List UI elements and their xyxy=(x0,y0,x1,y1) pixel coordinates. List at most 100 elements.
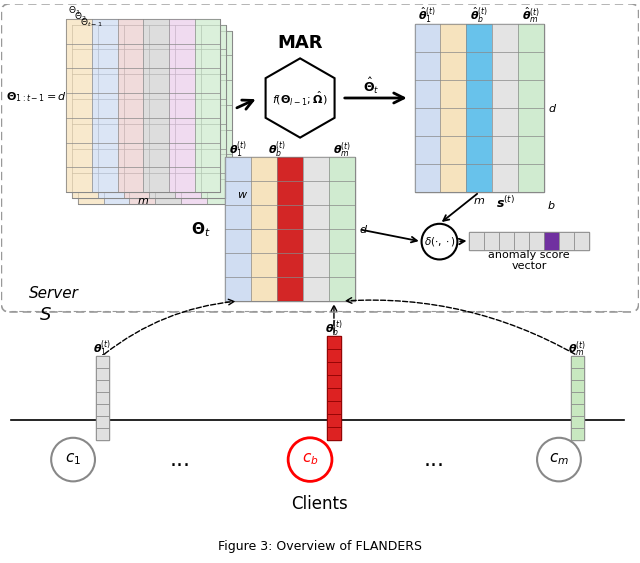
Text: $\boldsymbol{s}^{(t)}$: $\boldsymbol{s}^{(t)}$ xyxy=(495,195,515,211)
FancyBboxPatch shape xyxy=(1,4,639,312)
Bar xyxy=(440,24,467,192)
Bar xyxy=(129,30,156,204)
Bar xyxy=(143,19,169,192)
Bar xyxy=(559,232,574,249)
Bar xyxy=(571,379,584,392)
Text: $f(\mathbf{\Theta}_{l-1};\hat{\mathbf{\Omega}})$: $f(\mathbf{\Theta}_{l-1};\hat{\mathbf{\O… xyxy=(272,89,328,107)
Bar xyxy=(571,356,584,440)
Bar xyxy=(327,362,341,375)
Bar xyxy=(571,356,584,368)
Text: anomaly score
vector: anomaly score vector xyxy=(488,249,570,271)
Bar xyxy=(96,356,109,368)
Bar xyxy=(529,232,544,249)
Bar xyxy=(514,232,529,249)
Text: $\delta(\cdot,\cdot)$: $\delta(\cdot,\cdot)$ xyxy=(424,235,455,248)
Bar xyxy=(327,388,341,401)
Text: $\hat{\boldsymbol{\theta}}_1^{(t)}$: $\hat{\boldsymbol{\theta}}_1^{(t)}$ xyxy=(419,5,436,25)
Text: ...: ... xyxy=(170,450,191,470)
Bar xyxy=(303,158,329,301)
Bar xyxy=(78,30,232,204)
Text: $\boldsymbol{\theta}_m^{(t)}$: $\boldsymbol{\theta}_m^{(t)}$ xyxy=(568,339,586,359)
Bar xyxy=(207,30,232,204)
Text: $\mathbf{\Theta}_{1:t-1} = d$: $\mathbf{\Theta}_{1:t-1} = d$ xyxy=(6,90,67,104)
Bar xyxy=(484,232,499,249)
Text: $\boldsymbol{\theta}_m^{(t)}$: $\boldsymbol{\theta}_m^{(t)}$ xyxy=(333,140,351,160)
Bar xyxy=(277,158,303,301)
Bar xyxy=(225,158,252,301)
Bar xyxy=(415,24,440,192)
Text: Server: Server xyxy=(29,286,79,301)
Bar xyxy=(118,19,143,192)
Bar xyxy=(96,415,109,428)
Bar xyxy=(78,30,104,204)
Text: $m$: $m$ xyxy=(137,196,149,206)
Text: $\Theta_{t-1}$: $\Theta_{t-1}$ xyxy=(80,16,103,29)
Bar xyxy=(469,232,484,249)
Text: $d$: $d$ xyxy=(359,224,368,235)
Text: MAR: MAR xyxy=(277,34,323,52)
Text: $d$: $d$ xyxy=(548,102,557,114)
Bar xyxy=(181,30,207,204)
Bar xyxy=(72,25,227,198)
Bar xyxy=(96,404,109,415)
Bar xyxy=(92,19,118,192)
Circle shape xyxy=(51,438,95,481)
Text: $\boldsymbol{\theta}_b^{(t)}$: $\boldsymbol{\theta}_b^{(t)}$ xyxy=(268,139,286,160)
Bar xyxy=(469,232,589,249)
Text: $\boldsymbol{\theta}_1^{(t)}$: $\boldsymbol{\theta}_1^{(t)}$ xyxy=(93,338,111,359)
Text: $w$: $w$ xyxy=(237,190,248,200)
Bar xyxy=(544,232,559,249)
Circle shape xyxy=(288,438,332,481)
Bar xyxy=(175,25,201,198)
Text: $c_b$: $c_b$ xyxy=(301,452,318,467)
Bar xyxy=(499,232,514,249)
Circle shape xyxy=(537,438,581,481)
Bar xyxy=(96,379,109,392)
Bar xyxy=(467,24,492,192)
Bar xyxy=(66,19,92,192)
Bar xyxy=(574,232,589,249)
Bar xyxy=(96,428,109,440)
Text: $S$: $S$ xyxy=(39,306,52,324)
Text: $b$: $b$ xyxy=(547,199,556,211)
Bar xyxy=(571,428,584,440)
Text: $\boldsymbol{\theta}_b^{(t)}$: $\boldsymbol{\theta}_b^{(t)}$ xyxy=(325,319,343,339)
Bar xyxy=(225,158,355,301)
Text: $\hat{\mathbf{\Theta}}_t$: $\hat{\mathbf{\Theta}}_t$ xyxy=(362,76,379,96)
Text: $\boldsymbol{\theta}_1^{(t)}$: $\boldsymbol{\theta}_1^{(t)}$ xyxy=(229,139,248,160)
Bar xyxy=(252,158,277,301)
Text: $m$: $m$ xyxy=(473,196,485,206)
Bar xyxy=(156,30,181,204)
Text: Figure 3: Overview of FLANDERS: Figure 3: Overview of FLANDERS xyxy=(218,540,422,553)
Bar xyxy=(415,24,544,192)
Bar xyxy=(327,375,341,388)
Bar xyxy=(327,336,341,348)
Bar xyxy=(327,348,341,362)
Bar xyxy=(492,24,518,192)
Bar xyxy=(327,427,341,440)
Text: $\Theta_2$: $\Theta_2$ xyxy=(74,10,86,23)
Text: ...: ... xyxy=(424,450,445,470)
Bar xyxy=(169,19,195,192)
Bar xyxy=(571,415,584,428)
Text: Clients: Clients xyxy=(292,495,348,513)
Bar xyxy=(571,368,584,379)
Bar xyxy=(66,19,220,192)
Bar xyxy=(327,401,341,414)
Bar xyxy=(72,25,98,198)
Bar xyxy=(327,336,341,440)
Text: $c_m$: $c_m$ xyxy=(549,452,569,467)
Bar xyxy=(327,414,341,427)
Bar xyxy=(124,25,149,198)
Bar xyxy=(104,30,129,204)
Text: $\hat{\boldsymbol{\theta}}_b^{(t)}$: $\hat{\boldsymbol{\theta}}_b^{(t)}$ xyxy=(470,5,488,25)
Polygon shape xyxy=(266,59,335,137)
Bar xyxy=(149,25,175,198)
Text: $\mathbf{\Theta}_t$: $\mathbf{\Theta}_t$ xyxy=(191,220,210,239)
Bar xyxy=(96,356,109,440)
Bar xyxy=(201,25,227,198)
Bar xyxy=(518,24,544,192)
Bar xyxy=(571,392,584,404)
Bar xyxy=(96,368,109,379)
Text: $c_1$: $c_1$ xyxy=(65,452,81,467)
